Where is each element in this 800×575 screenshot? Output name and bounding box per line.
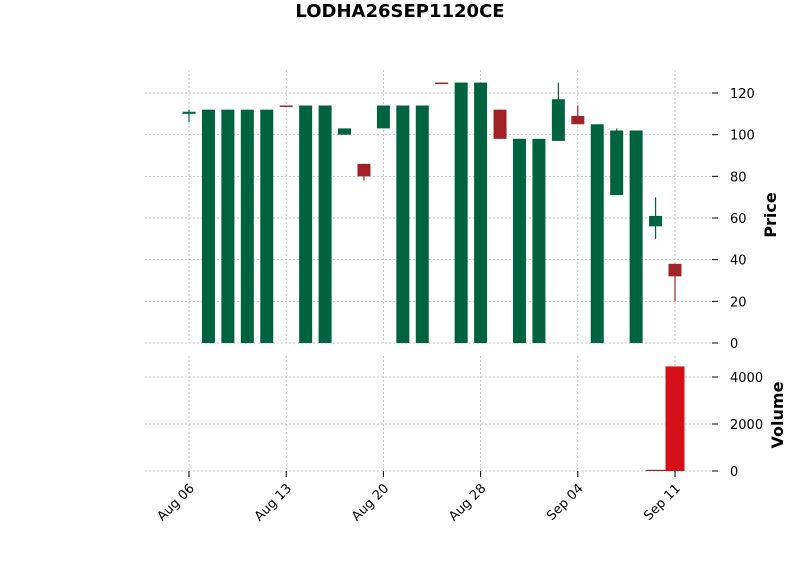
candle-body-up [182, 111, 196, 114]
x-tick-label: Aug 13 [252, 481, 295, 524]
candle-body-up [551, 99, 565, 141]
volume-axis-title: Volume [768, 381, 787, 448]
candle-body-up [240, 109, 254, 344]
candle-body-down [668, 263, 682, 277]
chart-title: LODHA26SEP1120CE [295, 1, 504, 22]
x-tick-label: Sep 04 [544, 481, 587, 524]
price-axis-title: Price [761, 192, 780, 238]
candle-body-up [338, 128, 352, 135]
price-tick-label: 120 [730, 87, 755, 102]
candle-body-up [299, 105, 313, 343]
candle-body-up [590, 124, 604, 343]
candle-body-up [376, 105, 390, 129]
volume-tick-label: 2000 [730, 418, 763, 433]
candle-body-up [649, 215, 663, 227]
candle-body-down [571, 115, 585, 125]
candle-body-down [493, 109, 507, 139]
volume-tick-label: 0 [730, 465, 738, 480]
price-tick-label: 100 [730, 129, 755, 144]
price-tick-label: 60 [730, 212, 747, 227]
candle-body-up [532, 138, 546, 343]
candle-body-up [221, 109, 235, 344]
candle-body-up [396, 105, 410, 343]
x-tick-label: Sep 11 [641, 481, 684, 524]
volume-tick-label: 4000 [730, 371, 763, 386]
candle-body-up [454, 82, 468, 343]
x-tick-label: Aug 20 [349, 481, 392, 524]
volume-bar [645, 469, 666, 471]
candle-body-up [610, 130, 624, 196]
volume-layer [645, 366, 685, 471]
x-tick-label: Aug 06 [155, 481, 198, 524]
x-tick-label: Aug 28 [446, 481, 489, 524]
price-tick-label: 40 [730, 254, 747, 269]
candle-body-up [318, 105, 332, 343]
candle-body-up [260, 109, 274, 344]
price-tick-label: 80 [730, 170, 747, 185]
candle-layer [182, 82, 682, 344]
candle-body-down [279, 105, 293, 107]
price-tick-label: 20 [730, 295, 747, 310]
candle-body-up [629, 130, 643, 343]
candle-body-up [415, 105, 429, 343]
price-tick-label: 0 [730, 337, 738, 352]
candle-body-down [435, 82, 449, 85]
candle-body-up [512, 138, 526, 343]
candle-body-up [474, 82, 488, 343]
volume-bar [665, 366, 685, 471]
candle-body-up [201, 109, 215, 344]
candle-body-down [357, 163, 371, 177]
